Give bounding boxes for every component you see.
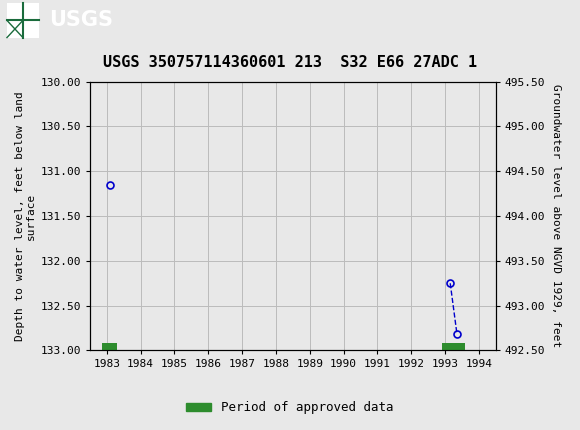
Bar (7, 3, 39, 37)
Text: USGS: USGS (49, 10, 113, 31)
Legend: Period of approved data: Period of approved data (181, 396, 399, 419)
Y-axis label: Depth to water level, feet below land
surface: Depth to water level, feet below land su… (14, 91, 36, 341)
Text: USGS 350757114360601 213  S32 E66 27ADC 1: USGS 350757114360601 213 S32 E66 27ADC 1 (103, 55, 477, 70)
Y-axis label: Groundwater level above NGVD 1929, feet: Groundwater level above NGVD 1929, feet (551, 84, 561, 348)
Bar (102, 343, 117, 350)
Bar (442, 343, 465, 350)
